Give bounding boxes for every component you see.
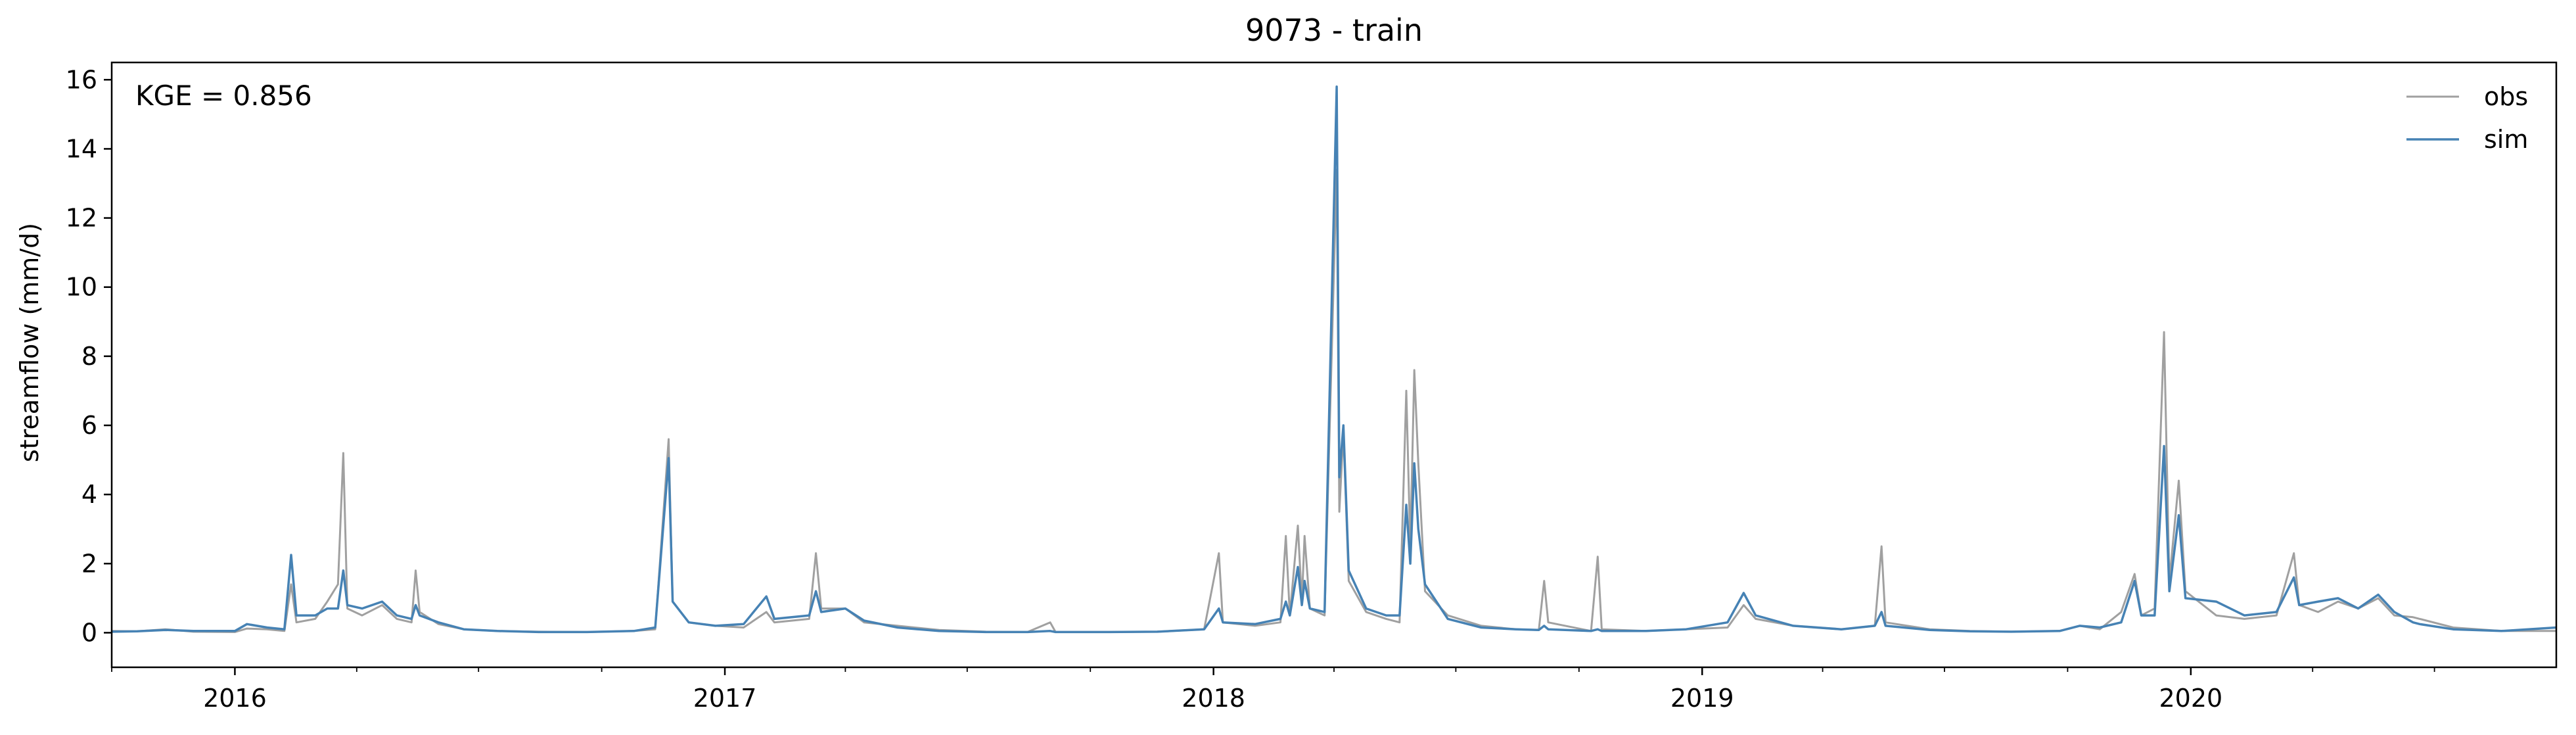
x-tick-label: 2017: [693, 684, 757, 713]
x-tick-label: 2018: [1182, 684, 1245, 713]
chart-title: 9073 - train: [1245, 12, 1423, 48]
y-tick-label: 6: [81, 411, 97, 440]
y-tick-label: 16: [66, 65, 97, 94]
x-tick-label: 2020: [2159, 684, 2222, 713]
legend-label-sim: sim: [2484, 125, 2528, 154]
y-tick-label: 14: [66, 134, 97, 163]
y-axis: 0 2 4 6 8 10 12 14 16: [66, 65, 112, 647]
series-line-sim: [111, 85, 2557, 634]
legend-label-obs: obs: [2484, 82, 2528, 111]
x-axis: 2016 2017 2018 2019 2020: [111, 667, 2435, 713]
plot-area-frame: [110, 61, 2558, 669]
x-tick-label: 2019: [1670, 684, 1734, 713]
legend: obs sim: [2406, 82, 2528, 154]
y-tick-label: 2: [81, 549, 97, 578]
y-tick-label: 10: [66, 273, 97, 302]
y-axis-label: streamflow (mm/d): [15, 223, 44, 462]
kge-annotation: KGE = 0.856: [135, 80, 312, 112]
series-layer: [111, 85, 2557, 634]
y-tick-label: 4: [81, 480, 97, 509]
x-tick-label: 2016: [203, 684, 267, 713]
y-tick-label: 8: [81, 342, 97, 371]
y-tick-label: 0: [81, 618, 97, 647]
y-tick-label: 12: [66, 204, 97, 233]
